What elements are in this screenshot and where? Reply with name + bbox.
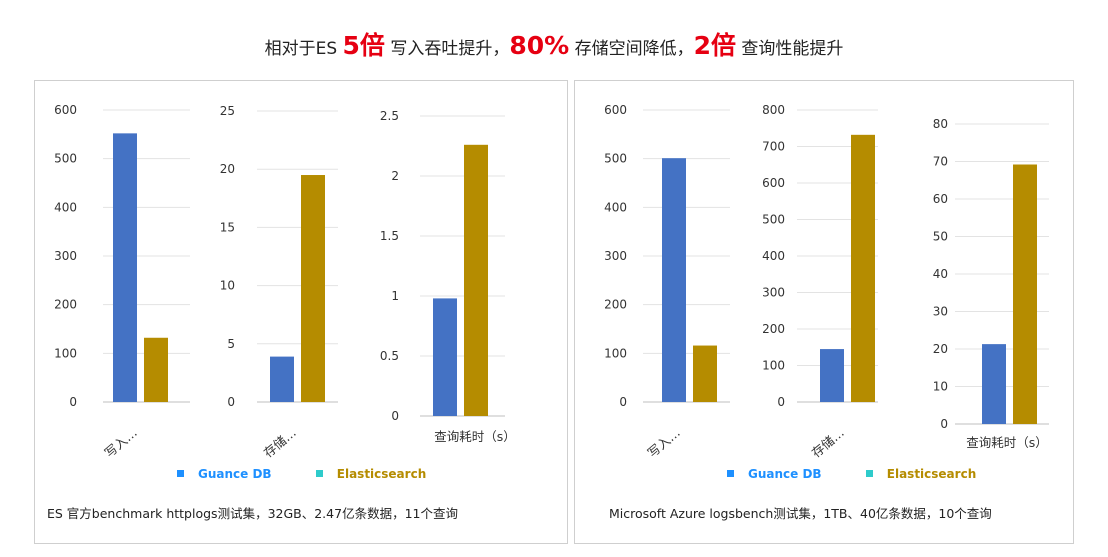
y-tick-label: 200 (762, 322, 785, 336)
y-tick-label: 0 (69, 395, 77, 409)
bar-guance (982, 344, 1006, 424)
headline-highlight-write: 5倍 (342, 31, 385, 60)
chart-2: 0 5 10 15 20 25 存储… (220, 104, 338, 460)
chart-area-left: 0 100 200 300 400 500 600 写入… 0 5 10 15 20 25 存储… 0 0.5 1… (54, 103, 516, 460)
headline-text-1: 相对于ES (264, 39, 343, 59)
y-tick-label: 25 (220, 104, 235, 118)
y-tick-label: 200 (604, 298, 627, 312)
bar-elasticsearch (144, 337, 168, 402)
y-tick-label: 200 (54, 298, 77, 312)
y-tick-label: 20 (933, 342, 948, 356)
y-tick-label: 300 (54, 249, 77, 263)
y-tick-label: 400 (762, 249, 785, 263)
y-tick-label: 2 (391, 169, 399, 183)
legend-item-elasticsearch: Elasticsearch (315, 467, 427, 481)
legend-marker-elasticsearch (315, 470, 323, 477)
y-tick-label: 80 (933, 117, 948, 131)
legend-label-guance: Guance DB (198, 467, 272, 481)
caption-right: Microsoft Azure logsbench测试集，1TB、40亿条数据，… (609, 506, 992, 521)
y-tick-label: 600 (54, 103, 77, 117)
headline-text-4: 查询性能提升 (736, 39, 844, 59)
y-tick-label: 300 (604, 249, 627, 263)
benchmark-panel-logsbench: 0 100 200 300 400 500 600 写入… 0 100 200 300 400 500 60… (574, 80, 1074, 544)
y-tick-label: 30 (933, 305, 948, 319)
bar-guance (662, 158, 686, 402)
y-tick-label: 600 (604, 103, 627, 117)
bar-elasticsearch (851, 134, 875, 402)
headline-text-2: 写入吞吐提升， (384, 39, 510, 59)
headline-text-3: 存储空间降低， (569, 39, 694, 59)
headline: 相对于ES 5倍 写入吞吐提升，80% 存储空间降低，2倍 查询性能提升 (0, 26, 1108, 62)
chart-4: 0 100 200 300 400 500 600 写入… (604, 103, 730, 460)
y-tick-label: 700 (762, 140, 785, 154)
x-category-label: 存储… (261, 425, 299, 461)
y-tick-label: 50 (933, 230, 948, 244)
y-tick-label: 0.5 (380, 349, 399, 363)
y-tick-label: 0 (619, 395, 627, 409)
legend-marker-guance (177, 470, 184, 477)
x-category-label: 写入… (102, 425, 140, 461)
bar-elasticsearch (1013, 164, 1037, 424)
x-category-label: 查询耗时（s） (434, 429, 516, 444)
y-tick-label: 0 (227, 395, 235, 409)
y-tick-label: 70 (933, 155, 948, 169)
bar-guance (433, 298, 457, 416)
legend-label-elasticsearch: Elasticsearch (336, 467, 427, 481)
chart-3: 0 0.5 1 1.5 2 2.5 查询耗时（s） (380, 109, 516, 444)
y-tick-label: 300 (762, 286, 785, 300)
x-category-label: 写入… (645, 425, 683, 461)
y-tick-label: 100 (54, 346, 77, 360)
y-tick-label: 40 (933, 267, 948, 281)
y-tick-label: 2.5 (380, 109, 399, 123)
y-tick-label: 100 (604, 346, 627, 360)
y-tick-label: 0 (777, 395, 785, 409)
y-tick-label: 100 (762, 359, 785, 373)
legend-label-guance: Guance DB (748, 467, 822, 481)
headline-highlight-query: 2倍 (693, 31, 736, 60)
bar-elasticsearch (693, 345, 717, 402)
y-tick-label: 10 (220, 279, 235, 293)
chart-area-right: 0100200300400500600写入…010020030040050060… (604, 103, 1049, 460)
y-tick-label: 600 (762, 176, 785, 190)
legend-item-elasticsearch: Elasticsearch (865, 467, 977, 481)
legend-item-guance: Guance DB (727, 467, 822, 481)
y-tick-label: 60 (933, 192, 948, 206)
y-tick-label: 500 (762, 213, 785, 227)
legend-right: Guance DB Elasticsearch (727, 467, 1016, 481)
x-category-label: 查询耗时（s） (966, 435, 1048, 450)
bar-guance (113, 133, 137, 403)
y-tick-label: 1.5 (380, 229, 399, 243)
bar-guance (820, 349, 844, 402)
y-tick-label: 800 (762, 103, 785, 117)
y-tick-label: 500 (54, 152, 77, 166)
y-tick-label: 20 (220, 162, 235, 176)
legend-label-elasticsearch: Elasticsearch (886, 467, 977, 481)
y-tick-label: 15 (220, 220, 235, 234)
y-tick-label: 1 (391, 289, 399, 303)
x-category-label: 存储… (809, 425, 847, 461)
legend-item-guance: Guance DB (177, 467, 272, 481)
chart-5: 0 100 200 300 400 500 600 700 800 存储… (762, 103, 878, 460)
legend-marker-elasticsearch (865, 470, 873, 477)
y-tick-label: 0 (940, 417, 948, 431)
y-tick-label: 400 (604, 200, 627, 214)
caption-left: ES 官方benchmark httplogs测试集，32GB、2.47亿条数据… (47, 506, 458, 521)
bar-elasticsearch (464, 144, 488, 417)
bar-guance (270, 356, 294, 402)
benchmark-panel-httplogs: 0 100 200 300 400 500 600 写入… 0 5 10 15 20 25 存储… 0 0.5 1… (34, 80, 568, 544)
y-tick-label: 400 (54, 200, 77, 214)
y-tick-label: 5 (227, 337, 235, 351)
legend-marker-guance (727, 470, 734, 477)
y-tick-label: 0 (391, 409, 399, 423)
chart-1: 0 100 200 300 400 500 600 写入… (54, 103, 190, 460)
headline-highlight-storage: 80% (509, 31, 570, 60)
y-tick-label: 500 (604, 152, 627, 166)
legend-left: Guance DB Elasticsearch (177, 467, 466, 481)
chart-6: 0 10 20 30 40 50 60 70 80 查询耗时（s） (933, 117, 1049, 450)
y-tick-label: 10 (933, 380, 948, 394)
bar-elasticsearch (301, 175, 325, 402)
